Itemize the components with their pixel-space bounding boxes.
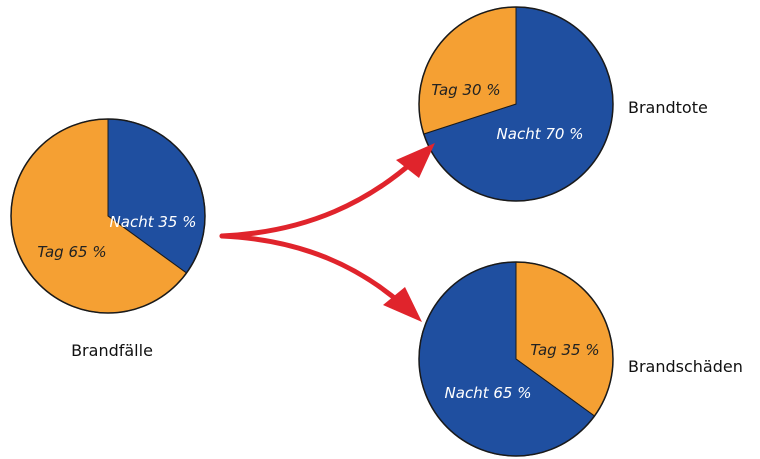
- pie-outline: [418, 6, 614, 202]
- arrowhead-to-brandtote-icon: [396, 143, 435, 178]
- slice-label-brandfaelle-nacht: Nacht 35 %: [110, 213, 197, 231]
- arrow-to-brandschaeden: [219, 233, 406, 308]
- slice-label-brandschaeden-nacht: Nacht 65 %: [445, 384, 532, 402]
- slice-label-brandtote-nacht: Nacht 70 %: [497, 125, 584, 143]
- pie-brandschaeden: Tag 35 % Nacht 65 % Brandschäden: [418, 261, 743, 457]
- pie-title-brandschaeden: Brandschäden: [628, 357, 743, 376]
- pie-title-brandtote: Brandtote: [628, 98, 708, 117]
- pie-brandfaelle: Nacht 35 %Tag 65 % Brandfälle: [10, 118, 206, 360]
- pie-outline: [10, 118, 206, 314]
- arrows-group: [219, 143, 435, 322]
- slice-label-brandschaeden-tag: Tag 35 %: [530, 341, 599, 359]
- pie-brandtote: Nacht 70 % Tag 30 % Brandtote: [418, 6, 708, 202]
- arrowhead-to-brandschaeden-icon: [383, 287, 422, 322]
- slice-label-brandtote-tag: Tag 30 %: [431, 81, 500, 99]
- pie-outline: [418, 261, 614, 457]
- arrow-to-brandtote: [219, 157, 418, 239]
- pie-title-brandfaelle: Brandfälle: [71, 341, 153, 360]
- slice-label-brandfaelle-tag: Tag 65 %: [37, 243, 106, 261]
